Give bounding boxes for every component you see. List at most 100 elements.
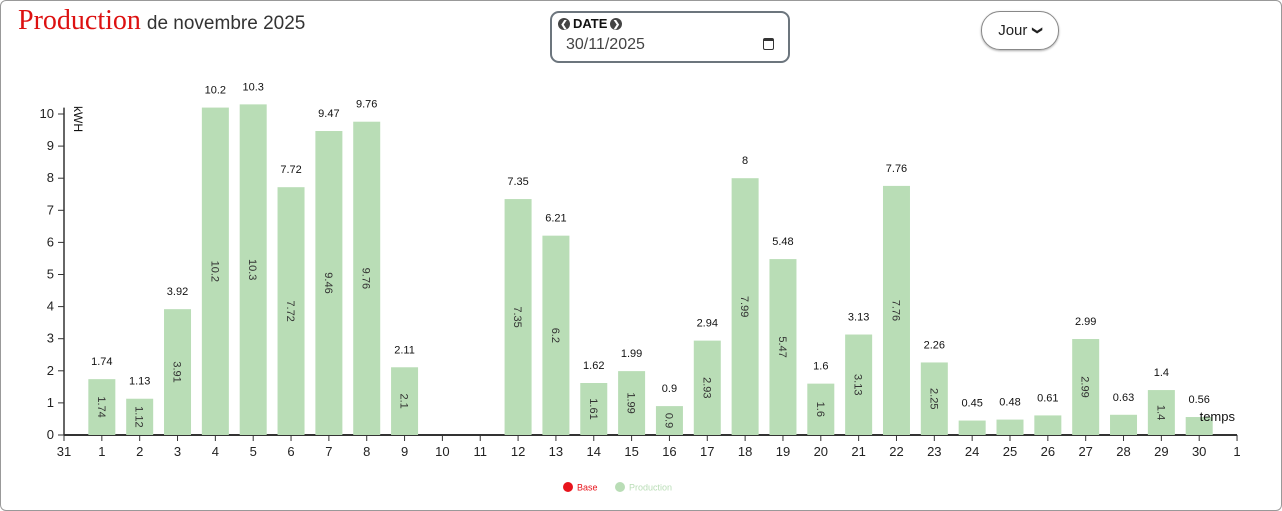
bar (1110, 414, 1138, 435)
y-tick-label: 9 (47, 138, 54, 153)
bar-inner-label: 2.99 (1079, 376, 1091, 397)
x-tick-label: 29 (1154, 444, 1168, 459)
bar (126, 398, 154, 435)
title-sub: de novembre 2025 (146, 13, 306, 34)
bar (1034, 415, 1062, 435)
x-tick-label: 30 (1192, 444, 1206, 459)
bar-value-label: 1.62 (583, 360, 604, 372)
y-tick-label: 6 (47, 234, 54, 249)
x-tick-label: 19 (776, 444, 790, 459)
x-tick-label: 13 (549, 444, 563, 459)
bar-inner-label: 9.76 (360, 268, 372, 289)
y-tick-label: 1 (47, 395, 54, 410)
x-axis-label: temps (1200, 409, 1236, 424)
bar (996, 419, 1024, 435)
next-date-icon[interactable]: ❯ (610, 17, 623, 30)
bar-value-label: 5.48 (772, 236, 793, 248)
bar-value-label: 0.61 (1037, 392, 1058, 404)
legend-label-base: Base (577, 483, 598, 493)
calendar-icon[interactable] (763, 38, 774, 50)
x-tick-label: 18 (738, 444, 752, 459)
legend-marker-base (563, 482, 573, 492)
bar (882, 185, 910, 435)
x-tick-label: 6 (287, 444, 294, 459)
bar-inner-label: 7.76 (889, 300, 901, 321)
x-tick-label: 8 (363, 444, 370, 459)
period-value: Jour (998, 22, 1028, 39)
bar-value-label: 2.26 (924, 339, 945, 351)
x-tick-label: 4 (212, 444, 219, 459)
bar (580, 382, 608, 435)
bar (731, 178, 759, 435)
y-tick-label: 0 (47, 427, 54, 442)
bar-inner-label: 7.72 (284, 300, 296, 321)
bar-inner-label: 10.2 (208, 261, 220, 282)
bar-value-label: 1.13 (129, 376, 150, 388)
bar-inner-label: 2.93 (700, 377, 712, 398)
date-input[interactable]: 30/11/2025 (566, 36, 645, 53)
x-tick-label: 31 (57, 444, 71, 459)
bar-value-label: 0.63 (1113, 392, 1134, 404)
bar-value-label: 7.72 (280, 164, 301, 176)
y-tick-label: 4 (47, 299, 54, 314)
x-tick-label: 22 (889, 444, 903, 459)
bar (201, 107, 229, 435)
bar-inner-label: 7.99 (738, 296, 750, 317)
bar-inner-label: 1.74 (95, 396, 107, 417)
bar-value-label: 1.4 (1154, 367, 1169, 379)
bar-inner-label: 1.4 (1154, 405, 1166, 420)
bar (315, 131, 343, 435)
bar (845, 334, 873, 435)
bar-inner-label: 3.13 (852, 374, 864, 395)
x-tick-label: 25 (1003, 444, 1017, 459)
bar (88, 379, 116, 435)
x-tick-label: 7 (325, 444, 332, 459)
bar (618, 371, 646, 435)
bar (1147, 390, 1175, 435)
bar-inner-label: 2.1 (398, 393, 410, 408)
bar-inner-label: 1.6 (814, 402, 826, 417)
bar (504, 199, 532, 435)
period-select[interactable]: Jour ❯ (981, 11, 1059, 50)
date-picker[interactable]: ❮ DATE ❯ 30/11/2025 (550, 11, 790, 63)
bar (164, 309, 192, 435)
bar-inner-label: 2.25 (927, 388, 939, 409)
prev-date-icon[interactable]: ❮ (558, 17, 570, 30)
x-tick-label: 27 (1078, 444, 1092, 459)
bar-value-label: 1.99 (621, 348, 642, 360)
bar (655, 406, 683, 435)
x-tick-label: 9 (401, 444, 408, 459)
bar-inner-label: 9.46 (322, 272, 334, 293)
bar-inner-label: 10.3 (246, 259, 258, 280)
y-tick-label: 5 (47, 267, 54, 282)
bar-value-label: 0.48 (999, 397, 1020, 409)
bar-value-label: 10.2 (205, 85, 226, 97)
bar-value-label: 8 (742, 155, 748, 167)
bar (277, 187, 305, 435)
bar-value-label: 6.21 (545, 213, 566, 225)
bar (958, 420, 986, 435)
bar-inner-label: 1.61 (587, 398, 599, 419)
x-tick-label: 20 (814, 444, 828, 459)
bar (807, 383, 835, 435)
bar-value-label: 1.74 (91, 356, 112, 368)
bar-value-label: 2.99 (1075, 316, 1096, 328)
x-tick-label: 12 (511, 444, 525, 459)
x-tick-label: 14 (587, 444, 601, 459)
bar (239, 104, 267, 436)
legend-marker-production (615, 482, 625, 492)
bar-value-label: 7.35 (507, 176, 528, 188)
y-tick-label: 2 (47, 363, 54, 378)
y-axis-label: kWH (71, 106, 85, 132)
bar-value-label: 9.76 (356, 99, 377, 111)
bar (1185, 417, 1213, 435)
page-title: Production de novembre 2025 (18, 5, 305, 37)
bar (693, 340, 721, 435)
date-label: DATE (573, 16, 608, 31)
x-tick-label: 28 (1116, 444, 1130, 459)
x-tick-label: 1 (98, 444, 105, 459)
bar-value-label: 7.76 (886, 163, 907, 175)
bar (920, 362, 948, 435)
y-tick-label: 10 (40, 106, 54, 121)
